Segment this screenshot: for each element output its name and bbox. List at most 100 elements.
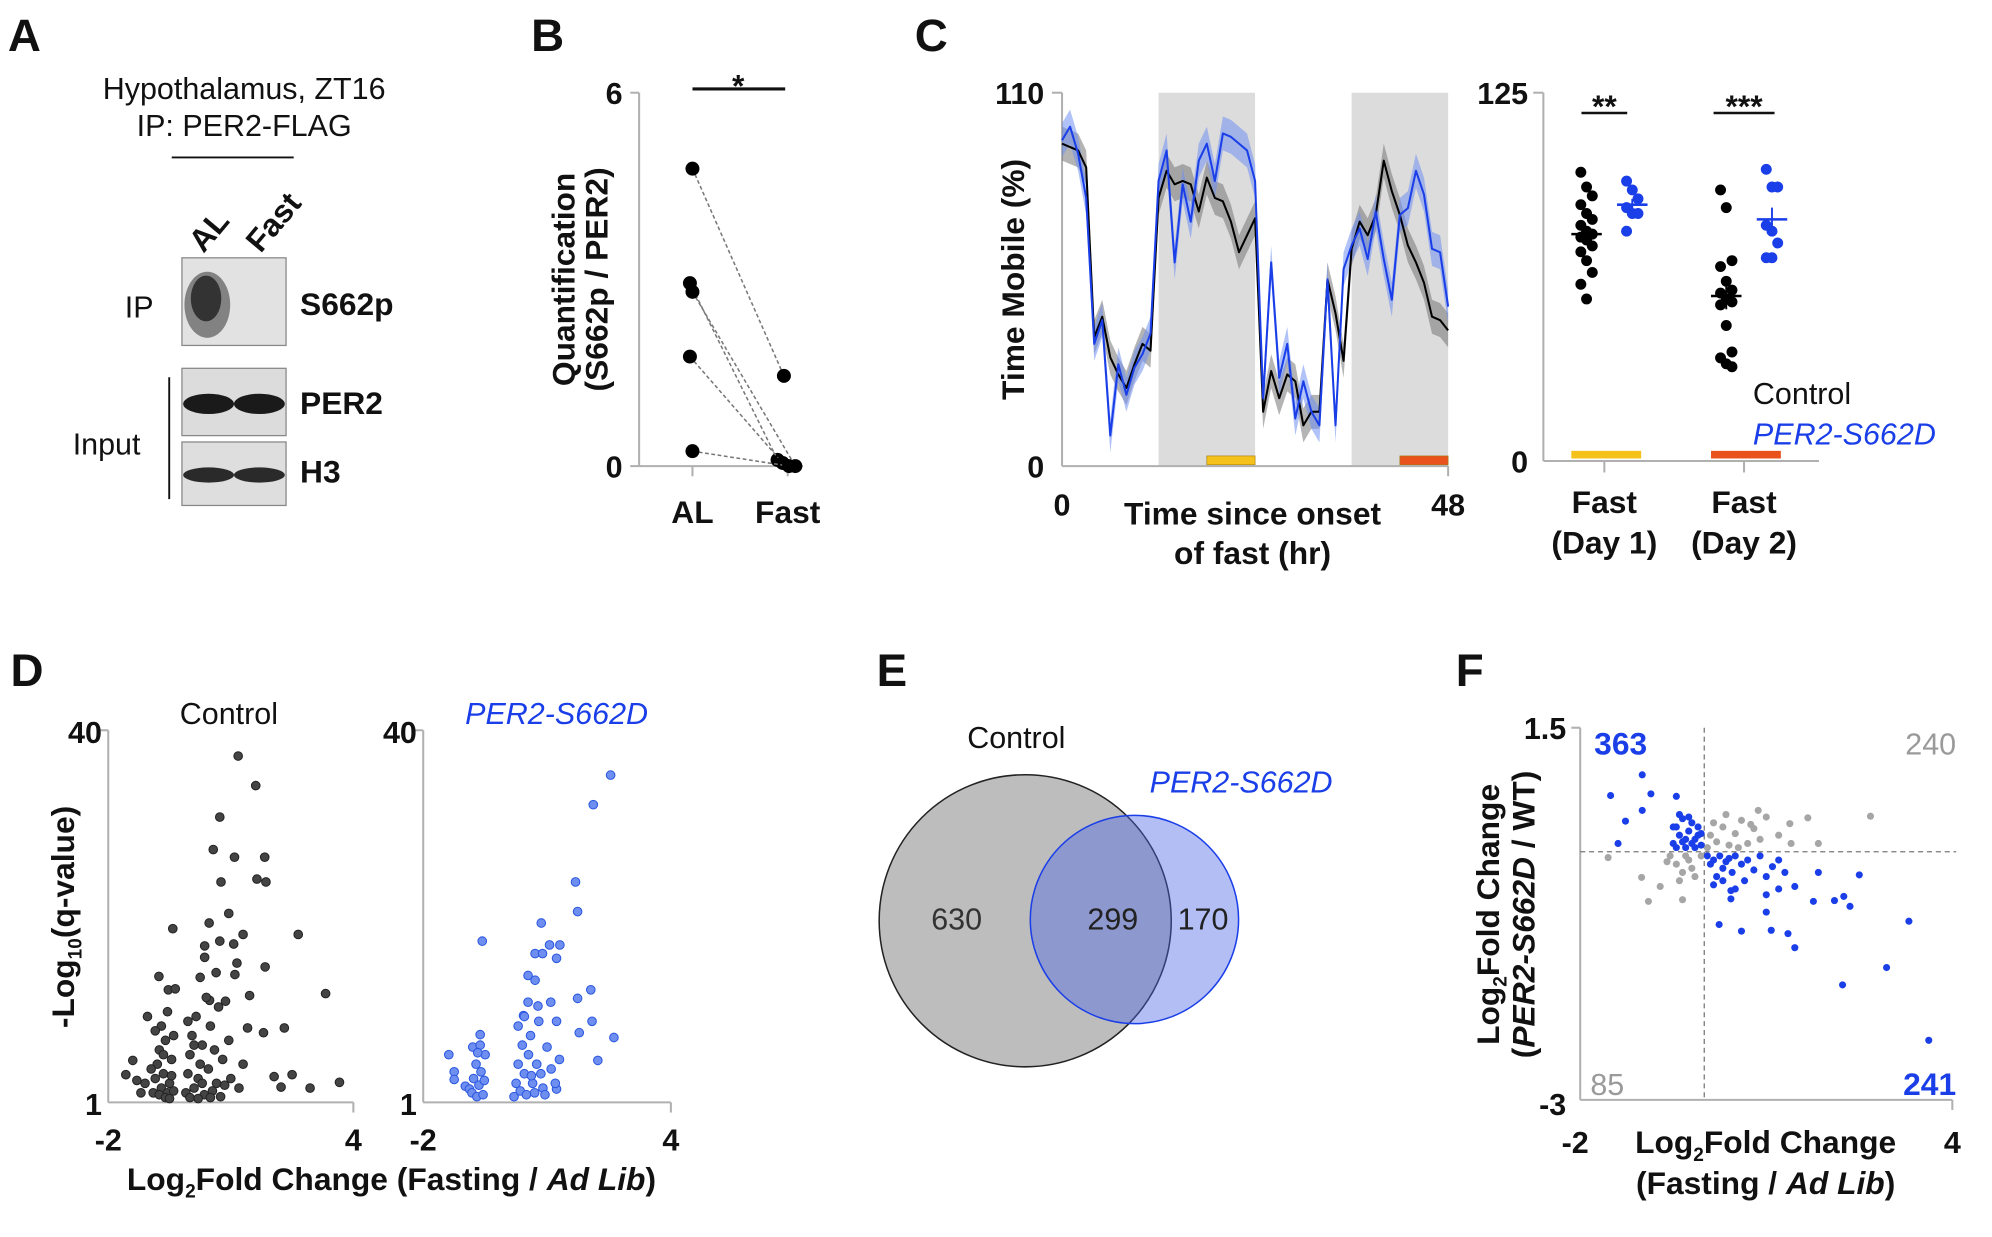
d-control-point [166, 1054, 177, 1065]
f-point-blue [1691, 844, 1699, 852]
f-point-blue [1703, 852, 1711, 860]
f-point-gray [1719, 823, 1727, 831]
d-control-point [191, 1011, 201, 1022]
c2-point-control [1586, 213, 1598, 225]
c2-point-control [1586, 190, 1598, 202]
f-point-blue [1607, 791, 1615, 800]
f-xlabel-line2: (Fasting / Ad Lib) [1636, 1165, 1895, 1201]
d-mutant-point [526, 1070, 537, 1081]
d-control-point [279, 1023, 290, 1033]
series-line-mutant [1061, 125, 1450, 437]
d-control-point [132, 1075, 142, 1086]
f-point-gray [1725, 841, 1733, 849]
venn-circle-control [878, 773, 1173, 1068]
d-control-point [127, 1055, 138, 1066]
d-control-point [185, 1092, 195, 1103]
lane-label-fast: Fast [238, 185, 308, 258]
f-xlabel-sub: 2 [1693, 1145, 1704, 1166]
f-ytick-label: 1.5 [1524, 712, 1566, 746]
f-point-blue [1727, 895, 1735, 903]
d-xtick-label: 4 [345, 1124, 362, 1158]
b-ylabel-line2: (S662p / PER2) [578, 167, 614, 391]
d-control-point [216, 877, 226, 887]
f-point-gray [1703, 844, 1711, 852]
c-xtick-label: 0 [1054, 489, 1071, 523]
f-point-blue [1716, 852, 1724, 860]
f-point-gray [1734, 844, 1742, 852]
d-mutant-point [572, 906, 583, 917]
f-point-blue [1762, 891, 1770, 899]
d-xtick-label: -2 [410, 1124, 437, 1158]
d-mutant-point [525, 1030, 536, 1041]
f-point-gray [1644, 897, 1652, 905]
fast-window-bar [1399, 455, 1449, 466]
d-mutant-point [540, 1089, 550, 1100]
f-point-blue [1855, 871, 1863, 879]
d-control-point [287, 1069, 297, 1080]
f-point-blue [1767, 926, 1775, 934]
f-point-blue [1737, 927, 1746, 935]
f-ylabel-l2-suf: / WT) [1505, 771, 1541, 857]
d-mutant-point [531, 1059, 542, 1070]
d-control-point [160, 1035, 171, 1046]
d-mutant-point [513, 1021, 523, 1031]
d-mutant-point [475, 1029, 486, 1040]
d-control-point [238, 1059, 248, 1070]
fast-window-bar [1206, 455, 1256, 466]
d-ylabel-prefix: -Log [45, 959, 81, 1028]
venn-label-control: Control [967, 721, 1065, 755]
f-point-blue [1697, 830, 1705, 838]
f-point-blue [1741, 877, 1749, 885]
b-point-al [685, 161, 700, 176]
d-control-point [140, 1078, 150, 1089]
d-mutant-point [555, 940, 565, 950]
f-point-gray [1747, 820, 1755, 829]
c2-point-mutant [1772, 237, 1784, 249]
f-point-blue [1784, 930, 1792, 938]
d-mutant-point [554, 1054, 565, 1065]
d-ylabel-sub: 10 [66, 938, 87, 959]
b-ylabel-line1: Quantification [545, 173, 581, 386]
f-ylabel-line1: Log2Fold Change [1470, 784, 1512, 1045]
d-ylabel: -Log10(q-value) [45, 806, 87, 1028]
c2-ytick-label: 0 [1511, 445, 1528, 479]
d-mutant-point [519, 1011, 530, 1022]
d-control-point [197, 1078, 208, 1089]
f-point-blue [1809, 897, 1817, 905]
d-control-point [223, 1035, 234, 1046]
panel-a-western-blot: Hypothalamus, ZT16 IP: PER2-FLAG AL Fast… [73, 72, 394, 507]
f-point-blue [1697, 841, 1705, 849]
d-ytick-label: 40 [383, 716, 417, 750]
d-control-point [238, 929, 248, 940]
f-point-blue [1814, 868, 1822, 876]
c2-point-control [1581, 293, 1593, 305]
f-count-top-right: 240 [1905, 727, 1956, 761]
d-mutant-point [592, 1055, 603, 1066]
d-mutant-point [468, 1073, 479, 1084]
d-control-point [276, 1082, 286, 1092]
d-control-point [233, 751, 243, 761]
f-point-gray [1678, 896, 1687, 904]
panel-b-chart: Quantification (S662p / PER2) * AL Fast 6 0 [545, 68, 820, 531]
panel-label-b: B [531, 10, 564, 61]
d-control-point [260, 962, 270, 972]
d-mutant-point [536, 918, 547, 928]
f-point-blue [1744, 856, 1752, 864]
d-xlabel-sub: 2 [185, 1182, 196, 1203]
f-xtick-label: 4 [1944, 1126, 1961, 1160]
d-mutant-title: PER2-S662D [465, 697, 648, 731]
legend-control: Control [1753, 377, 1851, 411]
f-point-blue [1925, 1036, 1933, 1044]
c2-point-control [1720, 320, 1732, 331]
d-mutant-point [551, 953, 562, 964]
f-point-gray [1682, 852, 1690, 860]
d-mutant-point [530, 975, 540, 986]
d-control-point [214, 936, 225, 946]
f-point-blue [1621, 817, 1630, 825]
series-line-control [1061, 142, 1449, 427]
c2-point-control [1720, 275, 1732, 287]
d-control-point [215, 1091, 226, 1102]
f-point-gray [1697, 852, 1705, 860]
c2-point-control [1726, 361, 1738, 373]
d-mutant-point [533, 1001, 543, 1011]
